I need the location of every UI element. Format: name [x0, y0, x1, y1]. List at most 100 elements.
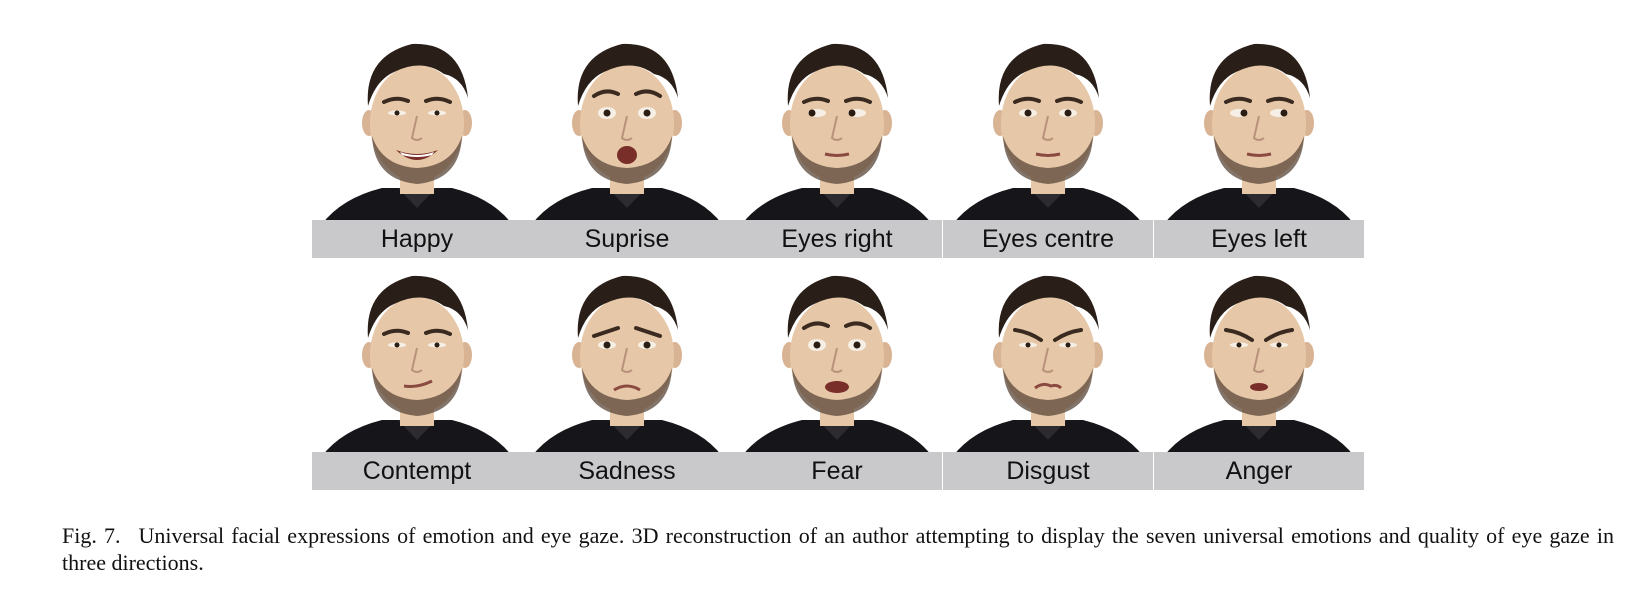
- mouth: [617, 146, 637, 164]
- pupil: [848, 109, 856, 117]
- beard: [792, 136, 882, 184]
- pupil: [643, 341, 651, 349]
- eyebrow: [1055, 96, 1083, 104]
- panel-disgust: Disgust: [943, 260, 1153, 490]
- hair: [998, 43, 1099, 106]
- hair: [1209, 43, 1310, 106]
- eyebrow: [1224, 328, 1254, 342]
- panel-label: Eyes right: [732, 220, 942, 258]
- pupil: [603, 109, 611, 117]
- beard: [1003, 368, 1093, 416]
- pupil: [394, 342, 400, 348]
- mouth: [1246, 152, 1272, 157]
- eyebrow: [844, 96, 872, 104]
- panel-label: Fear: [732, 452, 942, 490]
- figure-number: Fig. 7.: [62, 523, 121, 548]
- eyebrow: [382, 328, 410, 336]
- panel-anger: Anger: [1154, 260, 1364, 490]
- eyebrow: [802, 321, 830, 330]
- hair: [998, 275, 1099, 338]
- pupil: [853, 341, 861, 349]
- pupil: [808, 109, 816, 117]
- head: [790, 297, 884, 413]
- head: [790, 65, 884, 181]
- pupil: [394, 110, 400, 116]
- eyebrow: [1053, 328, 1083, 342]
- beard: [792, 368, 882, 416]
- teeth: [400, 152, 434, 157]
- eyebrow: [1264, 328, 1294, 342]
- caption-text: Universal facial expressions of emotion …: [62, 523, 1614, 575]
- beard: [582, 368, 672, 416]
- face-image-anger: [1164, 275, 1354, 456]
- head: [580, 65, 674, 181]
- head: [1212, 65, 1306, 181]
- pupil: [1236, 342, 1242, 348]
- panel-eyes-centre: Eyes centre: [943, 28, 1153, 258]
- panel-label: Suprise: [522, 220, 732, 258]
- panel-label: Eyes centre: [943, 220, 1153, 258]
- nose: [830, 347, 843, 373]
- eyebrow: [424, 328, 452, 336]
- beard: [1214, 136, 1304, 184]
- pupil: [1025, 342, 1031, 348]
- hair: [787, 43, 888, 106]
- hair: [577, 275, 678, 338]
- nose: [620, 115, 633, 141]
- panel-label: Contempt: [312, 452, 522, 490]
- mouth: [824, 152, 850, 157]
- face-image-sadness: [532, 275, 722, 456]
- eyebrow: [802, 96, 830, 104]
- panel-label: Happy: [312, 220, 522, 258]
- beard: [372, 368, 462, 416]
- eyebrow: [382, 96, 410, 104]
- head: [1001, 65, 1095, 181]
- nose: [620, 347, 633, 373]
- face-image-disgust: [953, 275, 1143, 456]
- mouth: [613, 384, 641, 392]
- head: [370, 65, 464, 181]
- panel-eyes-right: Eyes right: [732, 28, 942, 258]
- mouth: [1250, 383, 1268, 391]
- eyebrow: [1013, 328, 1043, 342]
- nose: [1252, 115, 1265, 141]
- beard: [1214, 368, 1304, 416]
- pupil: [1280, 109, 1288, 117]
- eyebrow: [1266, 96, 1294, 104]
- nose: [1041, 347, 1054, 373]
- head: [1212, 297, 1306, 413]
- face-image-surprise: [532, 43, 722, 224]
- hair: [367, 275, 468, 338]
- face-image-eyes-left: [1164, 43, 1354, 224]
- beard: [1003, 136, 1093, 184]
- panel-eyes-left: Eyes left: [1154, 28, 1364, 258]
- hair: [1209, 275, 1310, 338]
- pupil: [1024, 109, 1032, 117]
- head: [580, 297, 674, 413]
- panel-label: Sadness: [522, 452, 732, 490]
- mouth: [1034, 382, 1063, 390]
- hair: [787, 275, 888, 338]
- pupil: [1065, 342, 1071, 348]
- face-image-contempt: [322, 275, 512, 456]
- nose: [410, 115, 423, 141]
- hair: [367, 43, 468, 106]
- mouth: [403, 379, 433, 388]
- nose: [830, 115, 843, 141]
- figure-grid: Happy Suprise Eyes right Eyes centre Eye…: [312, 28, 1364, 490]
- figure-caption: Fig. 7. Universal facial expressions of e…: [62, 522, 1614, 576]
- eyebrow: [1224, 96, 1252, 104]
- pupil: [813, 341, 821, 349]
- face-image-eyes-centre: [953, 43, 1143, 224]
- beard: [372, 136, 462, 184]
- panel-happy: Happy: [312, 28, 522, 258]
- eyebrow: [592, 89, 620, 98]
- panel-sadness: Sadness: [522, 260, 732, 490]
- pupil: [1240, 109, 1248, 117]
- mouth: [1035, 152, 1061, 157]
- face-image-fear: [742, 275, 932, 456]
- head: [1001, 297, 1095, 413]
- eyebrow: [634, 89, 662, 98]
- panel-label: Anger: [1154, 452, 1364, 490]
- head: [370, 297, 464, 413]
